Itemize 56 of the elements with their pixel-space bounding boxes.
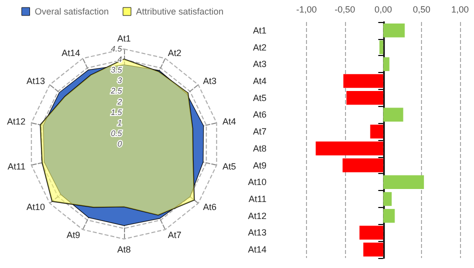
y-tick-label: 2.5 <box>110 86 123 96</box>
bar <box>346 90 384 105</box>
spoke-label: At7 <box>168 230 182 240</box>
x-tick-label: -1,00 <box>296 4 317 14</box>
legend-label: Attributive satisfaction <box>136 6 224 16</box>
spoke-label: At10 <box>26 202 46 212</box>
bar <box>383 57 390 72</box>
y-tick-label: At3 <box>253 59 267 70</box>
y-tick-label: At11 <box>248 194 267 204</box>
y-tick-label: At14 <box>248 244 267 255</box>
x-tick-label: -0,50 <box>334 4 356 14</box>
legend-label: Overal satisfaction <box>34 6 109 16</box>
bar <box>343 74 384 88</box>
spoke-label: At13 <box>26 76 46 86</box>
spoke-label: At4 <box>222 116 236 127</box>
bar <box>370 124 384 138</box>
bar <box>383 108 404 122</box>
y-tick-label: 2 <box>116 97 123 106</box>
bar <box>316 142 384 156</box>
bar <box>383 192 392 206</box>
y-tick-label: At9 <box>253 160 267 170</box>
spoke-label: At11 <box>8 161 26 172</box>
y-tick-label: At10 <box>248 177 267 188</box>
y-tick-label: 3.5 <box>110 66 123 75</box>
y-tick-label: At1 <box>253 25 267 36</box>
y-tick-label: At7 <box>253 126 267 137</box>
y-tick-label: At12 <box>248 210 267 221</box>
y-tick-label: At8 <box>253 143 267 154</box>
y-tick-label: 0 <box>118 140 123 148</box>
bar <box>383 208 395 223</box>
y-tick-label: At2 <box>253 42 267 52</box>
spoke-label: At3 <box>202 76 216 86</box>
bar <box>342 158 384 172</box>
x-tick-label: 0,00 <box>374 4 392 14</box>
y-tick-label: At13 <box>248 228 267 238</box>
spoke-label: At5 <box>222 161 236 172</box>
spoke-label: At6 <box>202 202 216 212</box>
bar <box>383 175 424 190</box>
bar <box>379 40 384 54</box>
y-tick-label: 1.5 <box>110 108 123 117</box>
bar <box>383 24 405 38</box>
spoke-label: At14 <box>62 48 80 58</box>
spoke-label: At9 <box>66 230 80 240</box>
spoke-label: At12 <box>7 116 26 127</box>
y-tick-label: 4.5 <box>110 44 123 54</box>
x-tick-label: 1,00 <box>451 4 469 14</box>
bar <box>363 242 384 256</box>
bar <box>359 226 384 240</box>
y-tick-label: 3 <box>118 76 123 86</box>
y-tick-label: At4 <box>253 76 267 86</box>
y-tick-label: 1 <box>118 118 122 128</box>
spoke-label: At2 <box>168 48 182 58</box>
x-tick-label: 0,50 <box>412 4 430 14</box>
y-tick-label: At5 <box>253 92 267 103</box>
y-tick-label: 0.5 <box>110 128 123 138</box>
y-tick-label: At6 <box>253 110 267 120</box>
